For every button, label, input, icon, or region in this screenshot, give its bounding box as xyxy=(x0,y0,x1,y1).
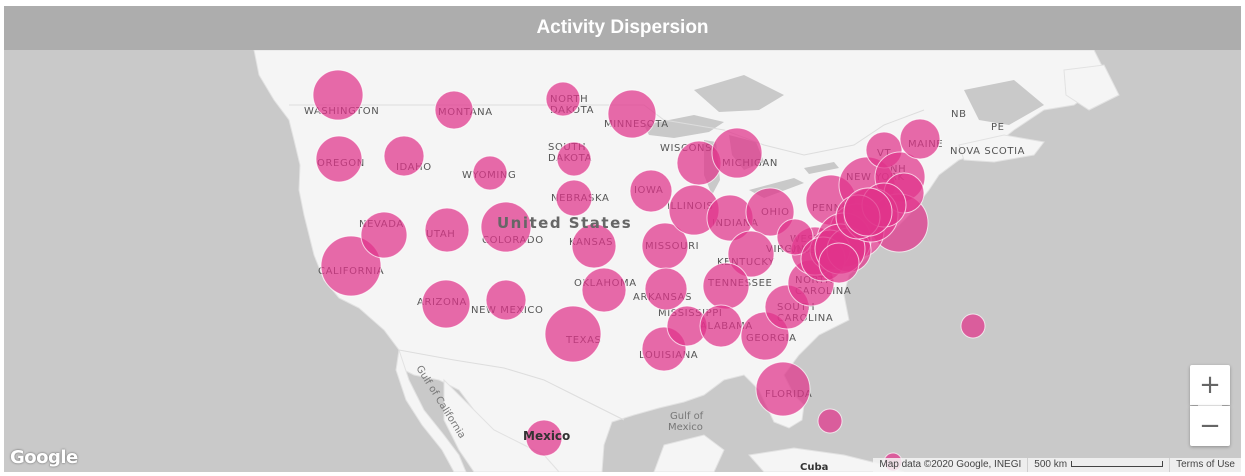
activity-bubble[interactable] xyxy=(607,89,657,139)
widget-title: Activity Dispersion xyxy=(536,17,709,38)
activity-bubble[interactable] xyxy=(699,304,743,348)
lake-superior xyxy=(644,115,724,138)
activity-bubble[interactable] xyxy=(556,141,592,177)
activity-bubble[interactable] xyxy=(320,235,382,297)
activity-bubble[interactable] xyxy=(817,408,843,434)
activity-bubble[interactable] xyxy=(711,127,763,179)
activity-bubble[interactable] xyxy=(421,279,471,329)
hudson-hint xyxy=(694,75,784,112)
activity-bubble[interactable] xyxy=(434,90,474,130)
label-gulf-mexico: Mexico xyxy=(668,422,703,433)
terms-of-use-link[interactable]: Terms of Use xyxy=(1169,458,1241,472)
country-label-us: United States xyxy=(497,214,632,232)
activity-bubble[interactable] xyxy=(312,69,364,121)
map-scale[interactable]: 500 km xyxy=(1027,458,1169,472)
activity-bubble[interactable] xyxy=(960,313,986,339)
activity-bubble[interactable] xyxy=(424,207,470,253)
google-logo[interactable]: Google xyxy=(10,447,78,468)
activity-bubble[interactable] xyxy=(843,187,893,237)
activity-bubble[interactable] xyxy=(360,211,408,259)
map-svg[interactable]: WASHINGTONOREGONCALIFORNIANEVADAIDAHOMON… xyxy=(4,50,1241,472)
zoom-out-button[interactable]: − xyxy=(1190,406,1230,446)
map-canvas[interactable]: WASHINGTONOREGONCALIFORNIANEVADAIDAHOMON… xyxy=(4,50,1241,472)
activity-bubble[interactable] xyxy=(315,135,363,183)
lake-ontario xyxy=(804,162,839,174)
activity-bubble[interactable] xyxy=(702,262,750,310)
map-attribution: Map data ©2020 Google, INEGI 500 km Term… xyxy=(873,458,1241,472)
activity-bubble[interactable] xyxy=(472,155,508,191)
activity-bubble[interactable] xyxy=(555,179,593,217)
activity-bubble[interactable] xyxy=(776,218,814,256)
scale-bar xyxy=(1071,461,1164,468)
land-newfoundland xyxy=(1063,64,1120,111)
label-nova-scotia: NOVA SCOTIA xyxy=(950,146,1025,157)
label-pe: PE xyxy=(991,122,1005,133)
label-mexico: Mexico xyxy=(523,429,570,443)
activity-bubble[interactable] xyxy=(581,267,627,313)
land-baja xyxy=(395,349,467,472)
activity-bubble[interactable] xyxy=(383,135,425,177)
land-nova-scotia xyxy=(958,134,1045,163)
land-yucatan xyxy=(653,434,725,472)
activity-bubble[interactable] xyxy=(629,169,673,213)
label-cuba: Cuba xyxy=(800,462,828,472)
map-widget: Activity Dispersion xyxy=(4,6,1241,472)
activity-bubble[interactable] xyxy=(755,361,811,417)
activity-bubble[interactable] xyxy=(727,230,775,278)
activity-bubble[interactable] xyxy=(571,223,617,269)
zoom-in-button[interactable]: + xyxy=(1190,365,1230,405)
activity-bubble[interactable] xyxy=(644,267,688,311)
activity-bubble[interactable] xyxy=(480,201,532,253)
title-bar: Activity Dispersion xyxy=(4,6,1241,50)
activity-bubble[interactable] xyxy=(544,305,602,363)
gulf-st-lawrence xyxy=(964,80,1044,125)
activity-bubble[interactable] xyxy=(525,419,563,457)
map-scale-label: 500 km xyxy=(1034,459,1068,470)
activity-bubble[interactable] xyxy=(899,118,941,160)
map-data-credit[interactable]: Map data ©2020 Google, INEGI xyxy=(879,459,1022,470)
activity-bubble[interactable] xyxy=(818,242,860,284)
label-nb: NB xyxy=(951,109,967,120)
zoom-divider xyxy=(1198,405,1222,406)
border-mexico xyxy=(398,349,625,421)
label-gulf-of: Gulf of xyxy=(670,411,704,422)
bubbles xyxy=(312,69,986,472)
activity-bubble[interactable] xyxy=(545,81,581,117)
activity-bubble[interactable] xyxy=(485,279,527,321)
